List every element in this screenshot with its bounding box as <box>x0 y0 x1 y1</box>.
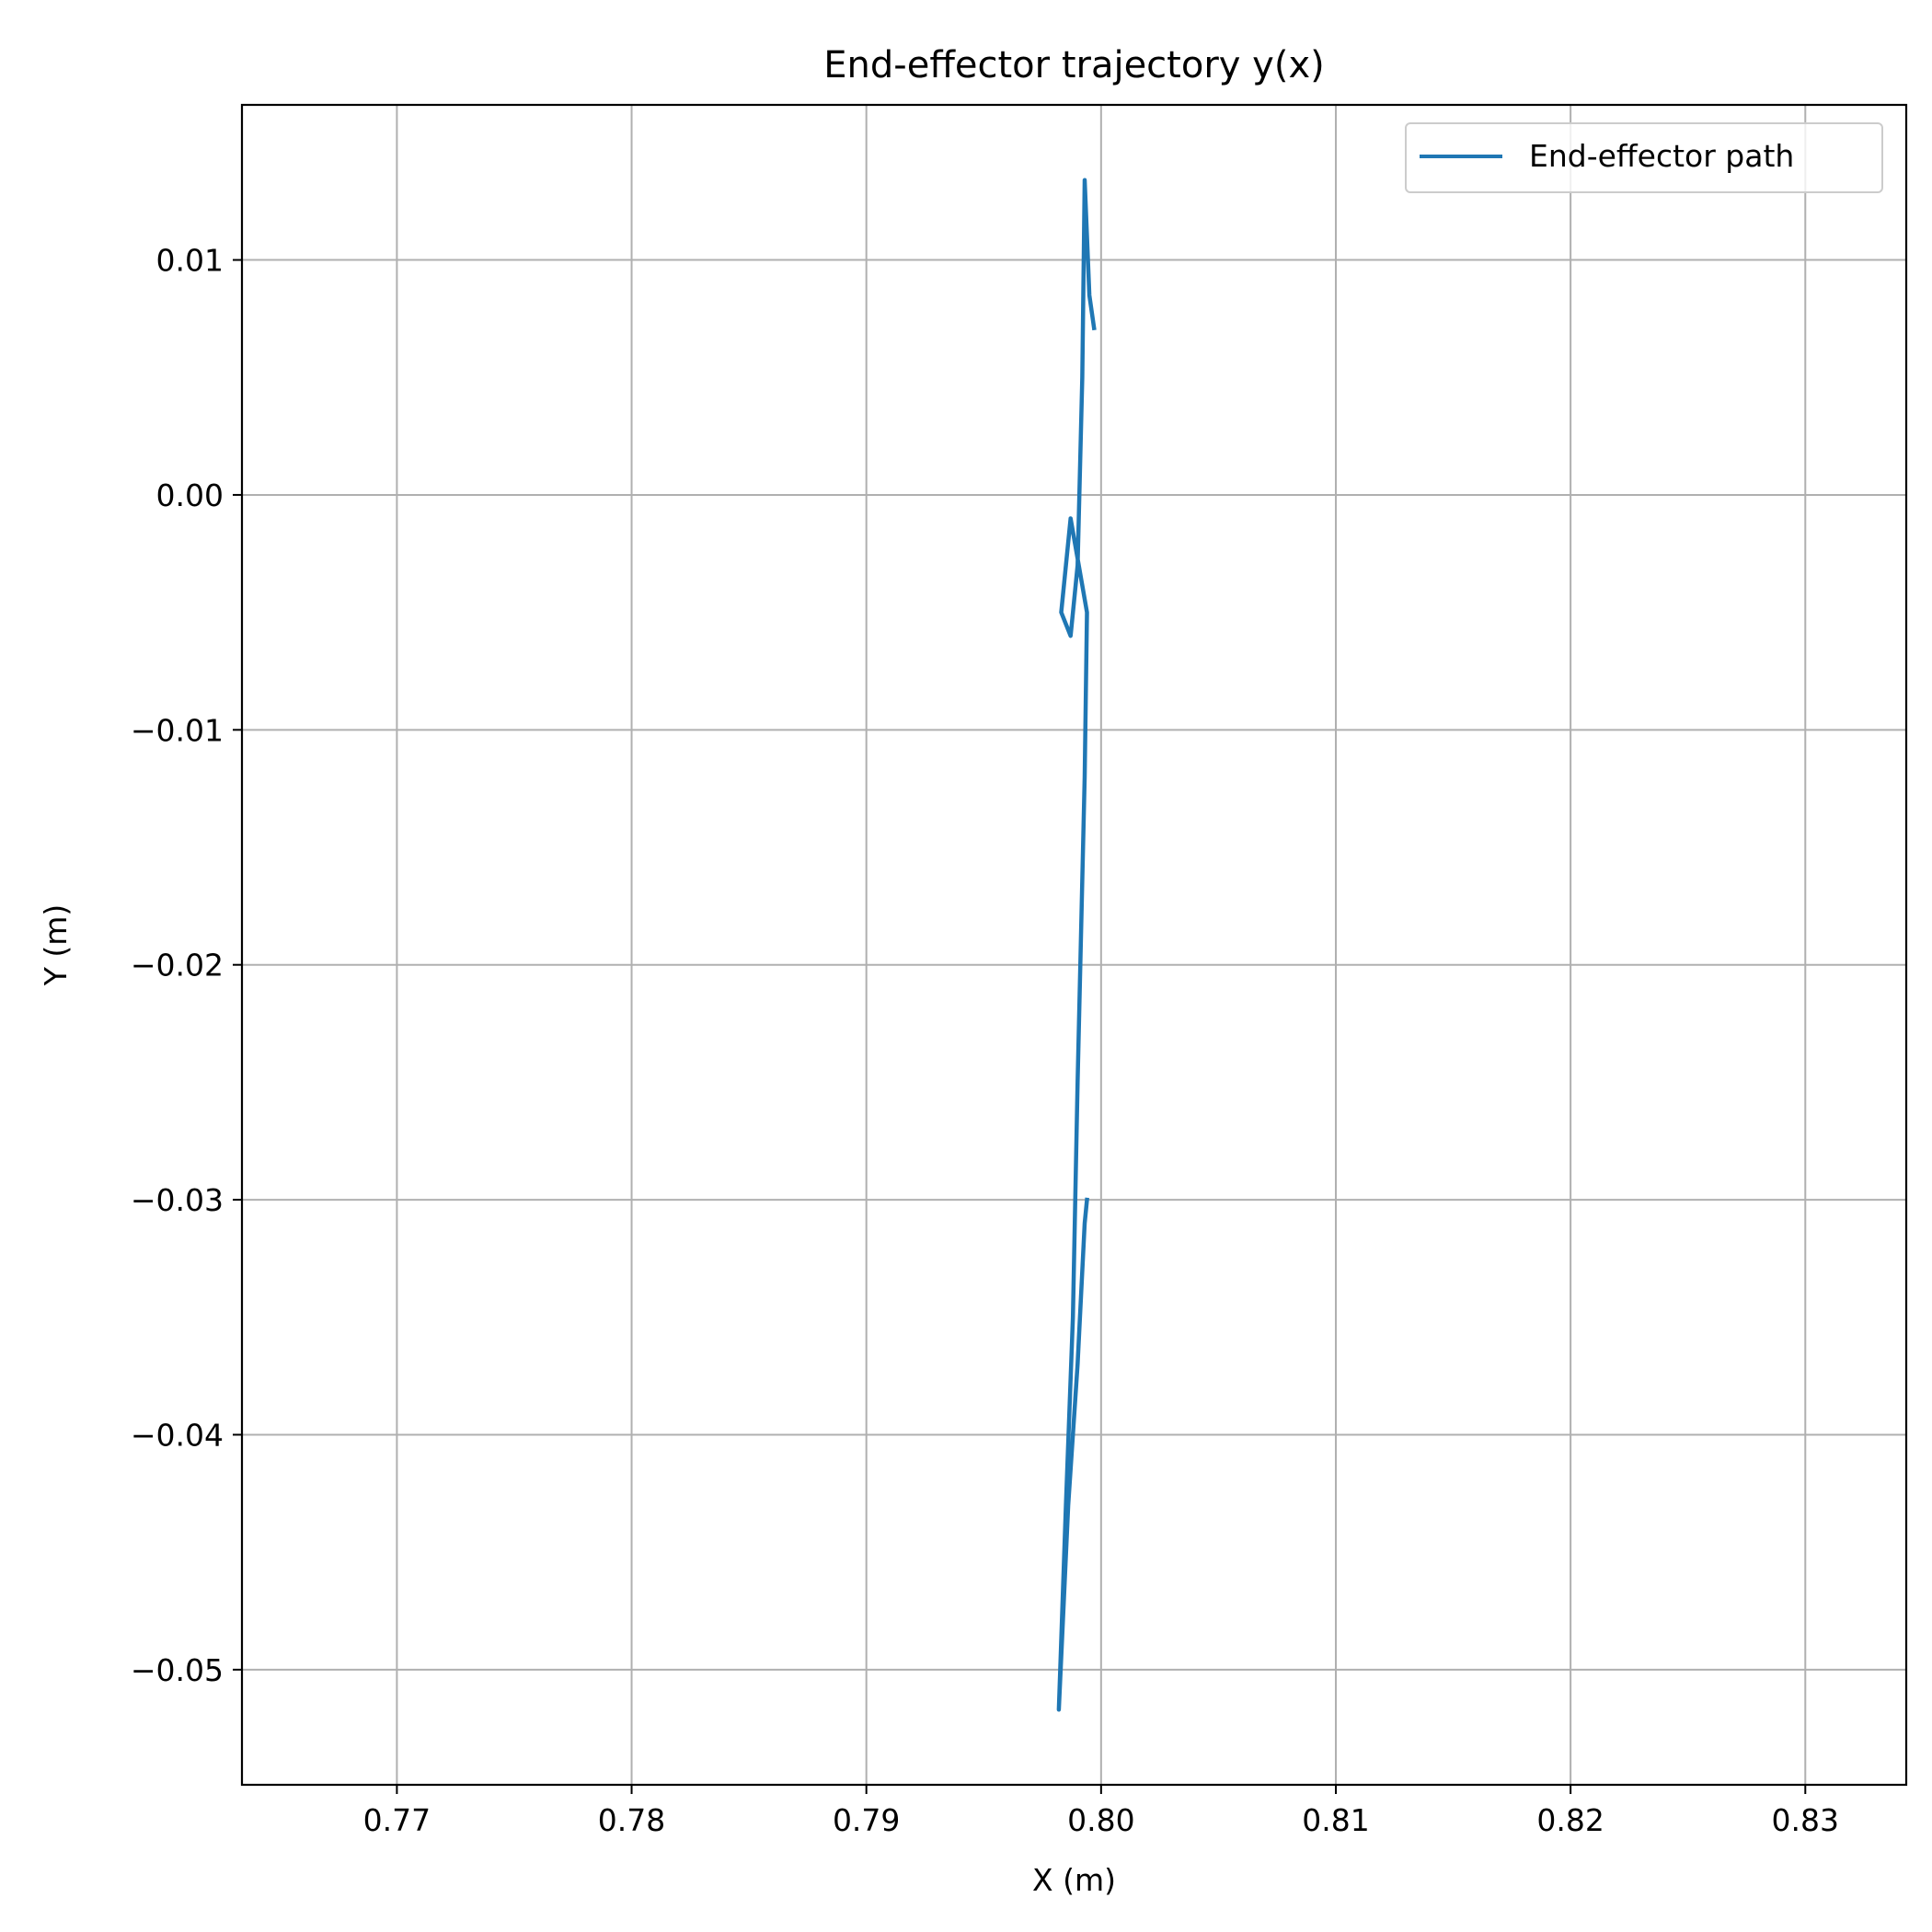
y-axis-label: Y (m) <box>38 904 74 987</box>
chart-title: End-effector trajectory y(x) <box>823 44 1324 86</box>
grid <box>242 105 1906 1785</box>
y-tick-label: −0.03 <box>131 1182 224 1218</box>
x-tick-label: 0.78 <box>598 1802 665 1838</box>
y-tick-label: −0.05 <box>131 1652 224 1688</box>
x-tick-label: 0.79 <box>833 1802 900 1838</box>
y-tick-label: −0.04 <box>131 1417 224 1453</box>
legend-label: End-effector path <box>1529 138 1794 174</box>
x-tick-label: 0.80 <box>1067 1802 1134 1838</box>
x-tick-label: 0.83 <box>1772 1802 1839 1838</box>
series-layer <box>1056 178 1097 1712</box>
series-line-0 <box>1056 178 1097 1712</box>
ticks: 0.77 0.78 0.79 0.80 0.81 0.82 0.83 0.01 0.00 −0.0… <box>131 243 1839 1838</box>
x-axis-label: X (m) <box>1032 1862 1116 1898</box>
y-tick-label: −0.01 <box>131 712 224 748</box>
y-tick-label: 0.01 <box>156 243 224 279</box>
y-tick-label: −0.02 <box>131 948 224 983</box>
plot-frame <box>240 103 1908 1787</box>
x-tick-label: 0.81 <box>1302 1802 1369 1838</box>
plot-area <box>242 105 1906 1785</box>
y-tick-label: 0.00 <box>156 477 224 513</box>
legend: End-effector path <box>1405 122 1883 193</box>
x-tick-label: 0.82 <box>1536 1802 1604 1838</box>
x-tick-label: 0.77 <box>363 1802 431 1838</box>
legend-box <box>1405 122 1883 193</box>
